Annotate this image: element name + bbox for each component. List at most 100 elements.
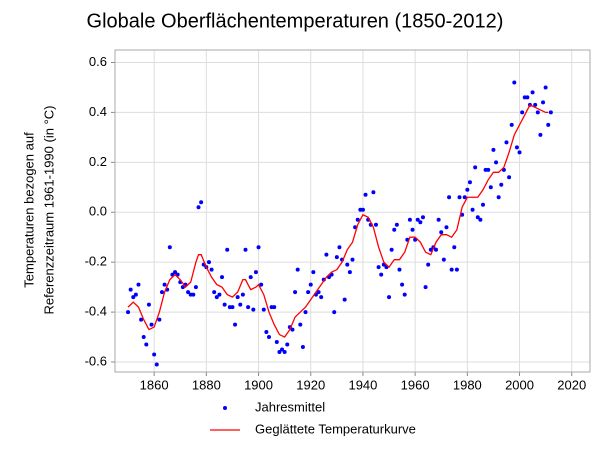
data-point bbox=[373, 222, 378, 227]
data-point bbox=[264, 330, 269, 335]
data-point bbox=[410, 227, 415, 232]
data-point bbox=[246, 305, 251, 310]
legend-label: Jahresmittel bbox=[255, 399, 325, 414]
data-point bbox=[319, 295, 324, 300]
data-point bbox=[308, 282, 313, 287]
data-point bbox=[212, 290, 217, 295]
data-point bbox=[475, 215, 480, 220]
data-point bbox=[334, 255, 339, 260]
data-point bbox=[452, 245, 457, 250]
legend-label: Geglättete Temperaturkurve bbox=[255, 421, 416, 436]
data-point bbox=[496, 195, 501, 200]
data-point bbox=[251, 307, 256, 312]
y-axis-label: Referenzzeitraum 1961-1990 (in °C) bbox=[41, 106, 56, 315]
x-tick-label: 1980 bbox=[453, 377, 482, 392]
data-point bbox=[520, 110, 525, 115]
x-tick-label: 1900 bbox=[244, 377, 273, 392]
data-point bbox=[196, 205, 201, 210]
data-point bbox=[193, 285, 198, 290]
data-point bbox=[173, 270, 178, 275]
data-point bbox=[272, 305, 277, 310]
y-tick-label: 0.2 bbox=[89, 154, 107, 169]
data-point bbox=[512, 80, 517, 85]
data-point bbox=[345, 262, 350, 267]
data-point bbox=[186, 290, 191, 295]
data-point bbox=[379, 272, 384, 277]
data-point bbox=[282, 350, 287, 355]
data-point bbox=[261, 307, 266, 312]
data-point bbox=[217, 292, 222, 297]
data-point bbox=[324, 252, 329, 257]
data-point bbox=[290, 327, 295, 332]
data-point bbox=[470, 207, 475, 212]
data-point bbox=[300, 345, 305, 350]
data-point bbox=[136, 282, 141, 287]
data-point bbox=[222, 302, 227, 307]
legend-marker bbox=[223, 406, 227, 410]
data-point bbox=[441, 257, 446, 262]
data-point bbox=[402, 292, 407, 297]
data-point bbox=[486, 167, 491, 172]
data-point bbox=[447, 195, 452, 200]
y-tick-label: 0.4 bbox=[89, 104, 107, 119]
data-point bbox=[449, 267, 454, 272]
data-point bbox=[548, 110, 553, 115]
data-point bbox=[397, 267, 402, 272]
data-point bbox=[415, 217, 420, 222]
data-point bbox=[311, 270, 316, 275]
data-point bbox=[434, 247, 439, 252]
y-tick-label: -0.6 bbox=[85, 353, 107, 368]
data-point bbox=[400, 282, 405, 287]
data-point bbox=[233, 322, 238, 327]
data-point bbox=[248, 275, 253, 280]
data-point bbox=[133, 292, 138, 297]
data-point bbox=[149, 322, 154, 327]
data-point bbox=[191, 292, 196, 297]
chart-title: Globale Oberflächentemperaturen (1850-20… bbox=[87, 10, 504, 32]
data-point bbox=[293, 290, 298, 295]
data-point bbox=[256, 245, 261, 250]
data-point bbox=[457, 195, 462, 200]
data-point bbox=[491, 147, 496, 152]
data-point bbox=[157, 317, 162, 322]
data-point bbox=[509, 122, 514, 127]
data-point bbox=[467, 180, 472, 185]
data-point bbox=[546, 122, 551, 127]
data-point bbox=[363, 192, 368, 197]
data-point bbox=[131, 295, 136, 300]
data-point bbox=[480, 202, 485, 207]
data-point bbox=[530, 90, 535, 95]
data-point bbox=[499, 182, 504, 187]
data-point bbox=[347, 270, 352, 275]
data-point bbox=[387, 295, 392, 300]
data-point bbox=[543, 85, 548, 90]
data-point bbox=[376, 265, 381, 270]
data-point bbox=[139, 317, 144, 322]
data-point bbox=[152, 352, 157, 357]
data-point bbox=[128, 287, 133, 292]
data-point bbox=[298, 322, 303, 327]
plot-frame bbox=[114, 49, 591, 373]
data-point bbox=[259, 282, 264, 287]
data-point bbox=[494, 160, 499, 165]
y-tick-label: 0.0 bbox=[89, 204, 107, 219]
data-point bbox=[538, 132, 543, 137]
data-point bbox=[126, 310, 131, 315]
data-point bbox=[295, 267, 300, 272]
data-point bbox=[418, 220, 423, 225]
data-point bbox=[473, 165, 478, 170]
data-point bbox=[225, 247, 230, 252]
x-tick-label: 1860 bbox=[140, 377, 169, 392]
y-tick-label: 0.6 bbox=[89, 54, 107, 69]
data-point bbox=[280, 347, 285, 352]
data-point bbox=[180, 285, 185, 290]
data-point bbox=[332, 310, 337, 315]
data-point bbox=[253, 270, 258, 275]
smoothed-line bbox=[127, 104, 549, 338]
data-point bbox=[439, 230, 444, 235]
data-point bbox=[238, 302, 243, 307]
data-point bbox=[162, 282, 167, 287]
data-point bbox=[360, 207, 365, 212]
data-point bbox=[436, 217, 441, 222]
